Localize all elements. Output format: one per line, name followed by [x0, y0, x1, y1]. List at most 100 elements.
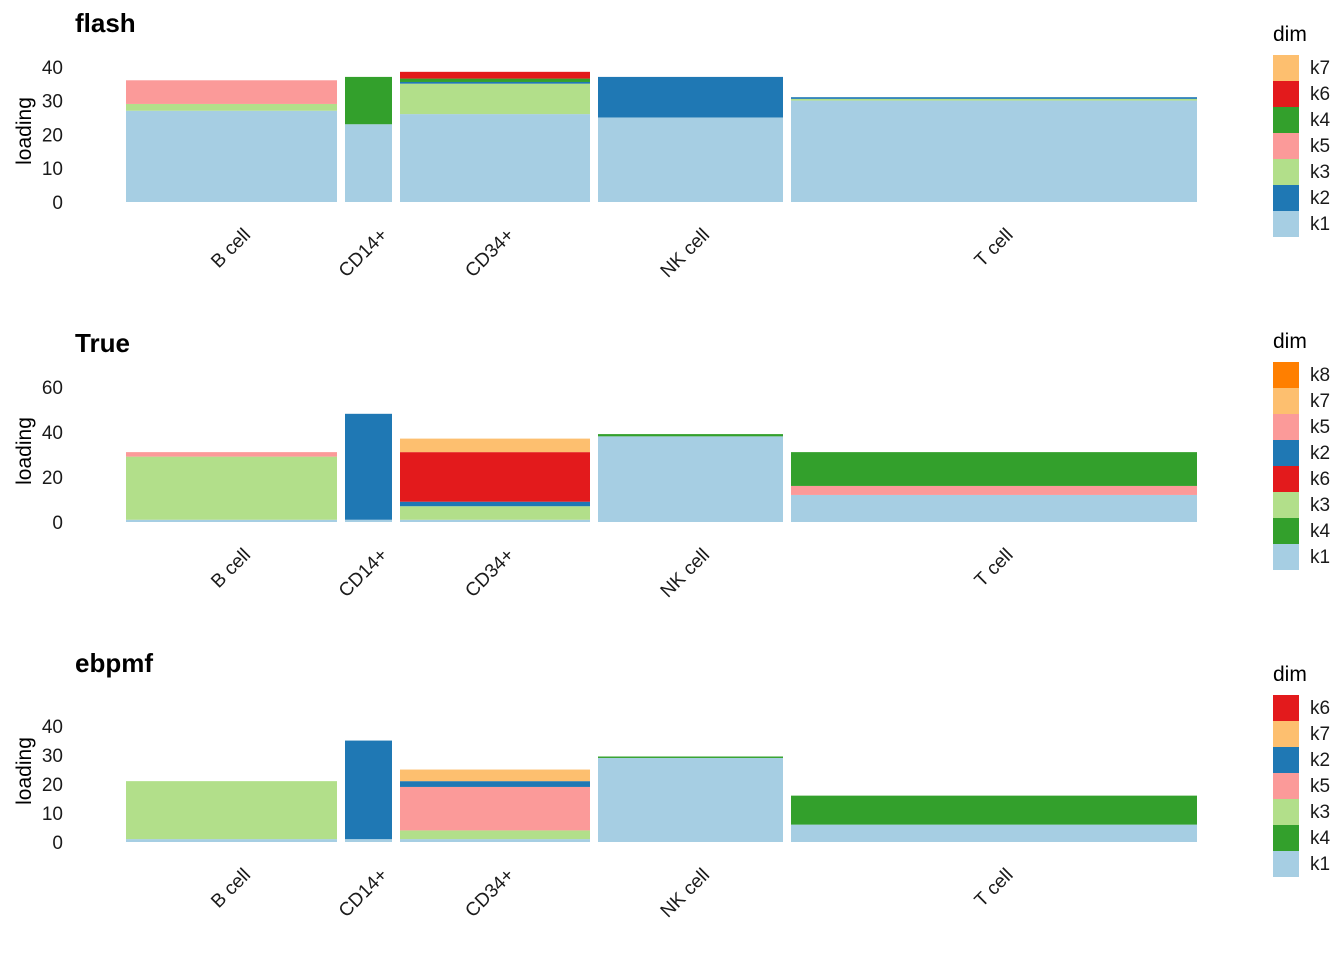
legend-label-k6: k6: [1310, 698, 1330, 719]
legend-label-k6: k6: [1310, 84, 1330, 105]
legend-swatch-k2: [1273, 440, 1299, 466]
x-tick-label: CD34+: [461, 865, 518, 922]
bar-k5-cd34-: [400, 786, 590, 831]
y-tick-label: 0: [52, 833, 63, 854]
x-tick-label: T cell: [971, 865, 1018, 912]
panel-title: ebpmf: [75, 648, 153, 678]
x-tick-label: T cell: [971, 545, 1018, 592]
x-tick-label: CD34+: [461, 225, 518, 282]
legend-swatch-k5: [1273, 414, 1299, 440]
legend-swatch-k4: [1273, 825, 1299, 851]
panel-title: True: [75, 328, 130, 358]
legend-swatch-k6: [1273, 81, 1299, 107]
legend-label-k8: k8: [1310, 365, 1330, 386]
legend-swatch-k1: [1273, 544, 1299, 570]
y-tick-label: 0: [52, 513, 63, 534]
bar-k2-nk-cell: [598, 76, 783, 118]
bar-k5-b-cell: [126, 452, 337, 457]
bar-k3-cd34-: [400, 830, 590, 840]
bar-k1-cd34-: [400, 114, 590, 202]
bar-k2-cd34-: [400, 81, 590, 84]
bar-k1-b-cell: [126, 519, 337, 522]
bar-k1-t-cell: [791, 494, 1197, 522]
y-tick-label: 20: [42, 468, 63, 489]
bar-k2-cd34-: [400, 781, 590, 787]
legend-label-k4: k4: [1310, 521, 1331, 542]
x-tick-label: B cell: [207, 225, 255, 273]
panel-flash: flash loading 0 10 20 30 40 B cell CD14+ CD34+ NK …: [13, 8, 1331, 282]
x-tick-label: NK cell: [657, 865, 714, 922]
y-tick-label: 20: [42, 125, 63, 146]
x-tick-label: CD14+: [335, 865, 392, 922]
y-axis-title: loading: [13, 737, 36, 805]
legend-swatch-k8: [1273, 362, 1299, 388]
bar-k2-cd14-: [345, 413, 392, 520]
bar-k1-b-cell: [126, 110, 337, 202]
bar-k3-b-cell: [126, 456, 337, 520]
bar-k4-nk-cell: [598, 756, 783, 758]
legend-label-k7: k7: [1310, 58, 1330, 79]
panel-title: flash: [75, 8, 136, 38]
bar-k1-t-cell: [791, 100, 1197, 202]
legend-swatch-k3: [1273, 492, 1299, 518]
bar-k4-t-cell: [791, 795, 1197, 825]
legend-swatch-k3: [1273, 799, 1299, 825]
bar-k1-cd34-: [400, 839, 590, 842]
bar-k1-cd14-: [345, 839, 392, 842]
y-tick-label: 40: [42, 58, 63, 79]
bar-k3-cd34-: [400, 506, 590, 520]
bar-k1-cd14-: [345, 519, 392, 522]
bar-k5-b-cell: [126, 80, 337, 104]
bar-k4-nk-cell: [598, 434, 783, 437]
legend-label-k7: k7: [1310, 724, 1330, 745]
bar-k4-cd34-: [400, 78, 590, 82]
bar-k1-nk-cell: [598, 117, 783, 202]
bar-k3-b-cell: [126, 103, 337, 111]
legend-label-k5: k5: [1310, 776, 1330, 797]
legend-label-k6: k6: [1310, 469, 1330, 490]
x-tick-label: T cell: [971, 225, 1018, 272]
x-tick-label: B cell: [207, 545, 255, 593]
x-tick-label: NK cell: [657, 225, 714, 282]
bar-k3-cd34-: [400, 83, 590, 115]
legend-label-k1: k1: [1310, 547, 1330, 568]
legend-swatch-k2: [1273, 185, 1299, 211]
bar-k1-nk-cell: [598, 757, 783, 842]
legend-swatch-k1: [1273, 211, 1299, 237]
y-tick-label: 10: [42, 159, 63, 180]
legend-swatch-k7: [1273, 388, 1299, 414]
x-tick-label: NK cell: [657, 545, 714, 602]
legend-title: dim: [1273, 330, 1307, 353]
bar-k2-t-cell: [791, 97, 1197, 99]
bar-k1-t-cell: [791, 824, 1197, 842]
legend-label-k2: k2: [1310, 188, 1330, 209]
legend-title: dim: [1273, 663, 1307, 686]
x-tick-label: B cell: [207, 865, 255, 913]
legend-label-k3: k3: [1310, 162, 1330, 183]
x-tick-label: CD14+: [335, 225, 392, 282]
legend-label-k2: k2: [1310, 750, 1330, 771]
bar-k4-t-cell: [791, 452, 1197, 486]
bar-k1-cd34-: [400, 519, 590, 522]
legend-swatch-k6: [1273, 695, 1299, 721]
y-tick-label: 30: [42, 746, 63, 767]
y-tick-label: 10: [42, 804, 63, 825]
y-tick-label: 20: [42, 775, 63, 796]
bar-k1-cd14-: [345, 124, 392, 202]
bar-k1-nk-cell: [598, 436, 783, 522]
y-axis-title: loading: [13, 97, 36, 165]
bar-k1-b-cell: [126, 839, 337, 842]
legend-swatch-k6: [1273, 466, 1299, 492]
bar-k3-b-cell: [126, 781, 337, 840]
x-tick-label: CD14+: [335, 545, 392, 602]
legend-label-k4: k4: [1310, 828, 1331, 849]
y-tick-label: 40: [42, 717, 63, 738]
panel-True: True loading 0 20 40 60 B cell CD14+ CD34+ NK cel…: [13, 328, 1331, 602]
legend-swatch-k2: [1273, 747, 1299, 773]
legend-swatch-k3: [1273, 159, 1299, 185]
bar-k6-cd34-: [400, 452, 590, 502]
y-tick-label: 30: [42, 92, 63, 113]
bar-k7-cd34-: [400, 769, 590, 782]
bar-k6-cd34-: [400, 71, 590, 79]
